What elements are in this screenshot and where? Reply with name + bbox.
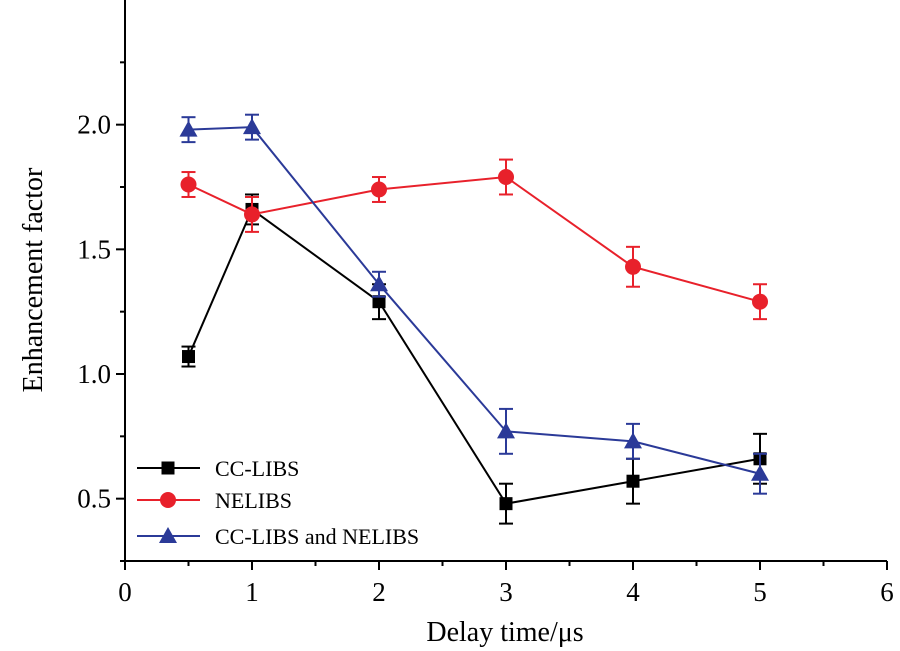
legend-label: NELIBS (215, 488, 292, 513)
x-axis-title: Delay time/μs (426, 617, 583, 648)
x-tick-label: 3 (499, 577, 513, 607)
legend-item-2: NELIBS (137, 488, 292, 513)
y-axis-title: Enhancement factor (18, 167, 49, 392)
data-point (624, 432, 642, 449)
series-2 (180, 158, 768, 321)
axes: 0 1 2 3 4 5 6 0.5 1.0 1.5 2.0 (77, 0, 894, 607)
series-line (188, 175, 761, 303)
legend: CC-LIBS NELIBS CC-LIBS and NELIBS (137, 456, 419, 549)
data-point (752, 293, 768, 310)
data-point (626, 474, 640, 488)
data-point (243, 118, 261, 135)
x-tick-label: 1 (245, 577, 259, 607)
y-tick-label: 1.5 (77, 234, 111, 264)
y-tick-label: 0.5 (77, 484, 111, 514)
data-point (497, 422, 515, 439)
legend-label: CC-LIBS (215, 456, 299, 481)
x-tick-label: 2 (372, 577, 386, 607)
data-point (370, 275, 388, 292)
legend-item-3: CC-LIBS and NELIBS (137, 524, 419, 549)
series-line (187, 207, 761, 505)
legend-marker (159, 527, 177, 543)
x-tick-label: 6 (880, 577, 894, 607)
x-tick-label: 0 (118, 577, 132, 607)
data-point (499, 497, 513, 511)
legend-marker (161, 461, 175, 475)
data-point (180, 176, 197, 193)
data-point (371, 181, 387, 198)
y-tick-label: 2.0 (77, 110, 111, 140)
x-tick-label: 5 (753, 577, 767, 607)
series-3 (179, 113, 769, 495)
data-point (244, 206, 260, 223)
data-point (498, 169, 514, 186)
legend-label: CC-LIBS and NELIBS (215, 524, 419, 549)
data-point (182, 350, 195, 364)
series-layer (179, 113, 769, 525)
legend-item-1: CC-LIBS (137, 456, 299, 481)
y-tick-label: 1.0 (77, 359, 111, 389)
data-point (751, 464, 769, 481)
data-point (372, 295, 386, 309)
series-line (188, 126, 761, 475)
legend-marker (160, 492, 176, 508)
x-tick-label: 4 (626, 577, 640, 607)
data-point (179, 120, 198, 137)
data-point (625, 258, 641, 275)
